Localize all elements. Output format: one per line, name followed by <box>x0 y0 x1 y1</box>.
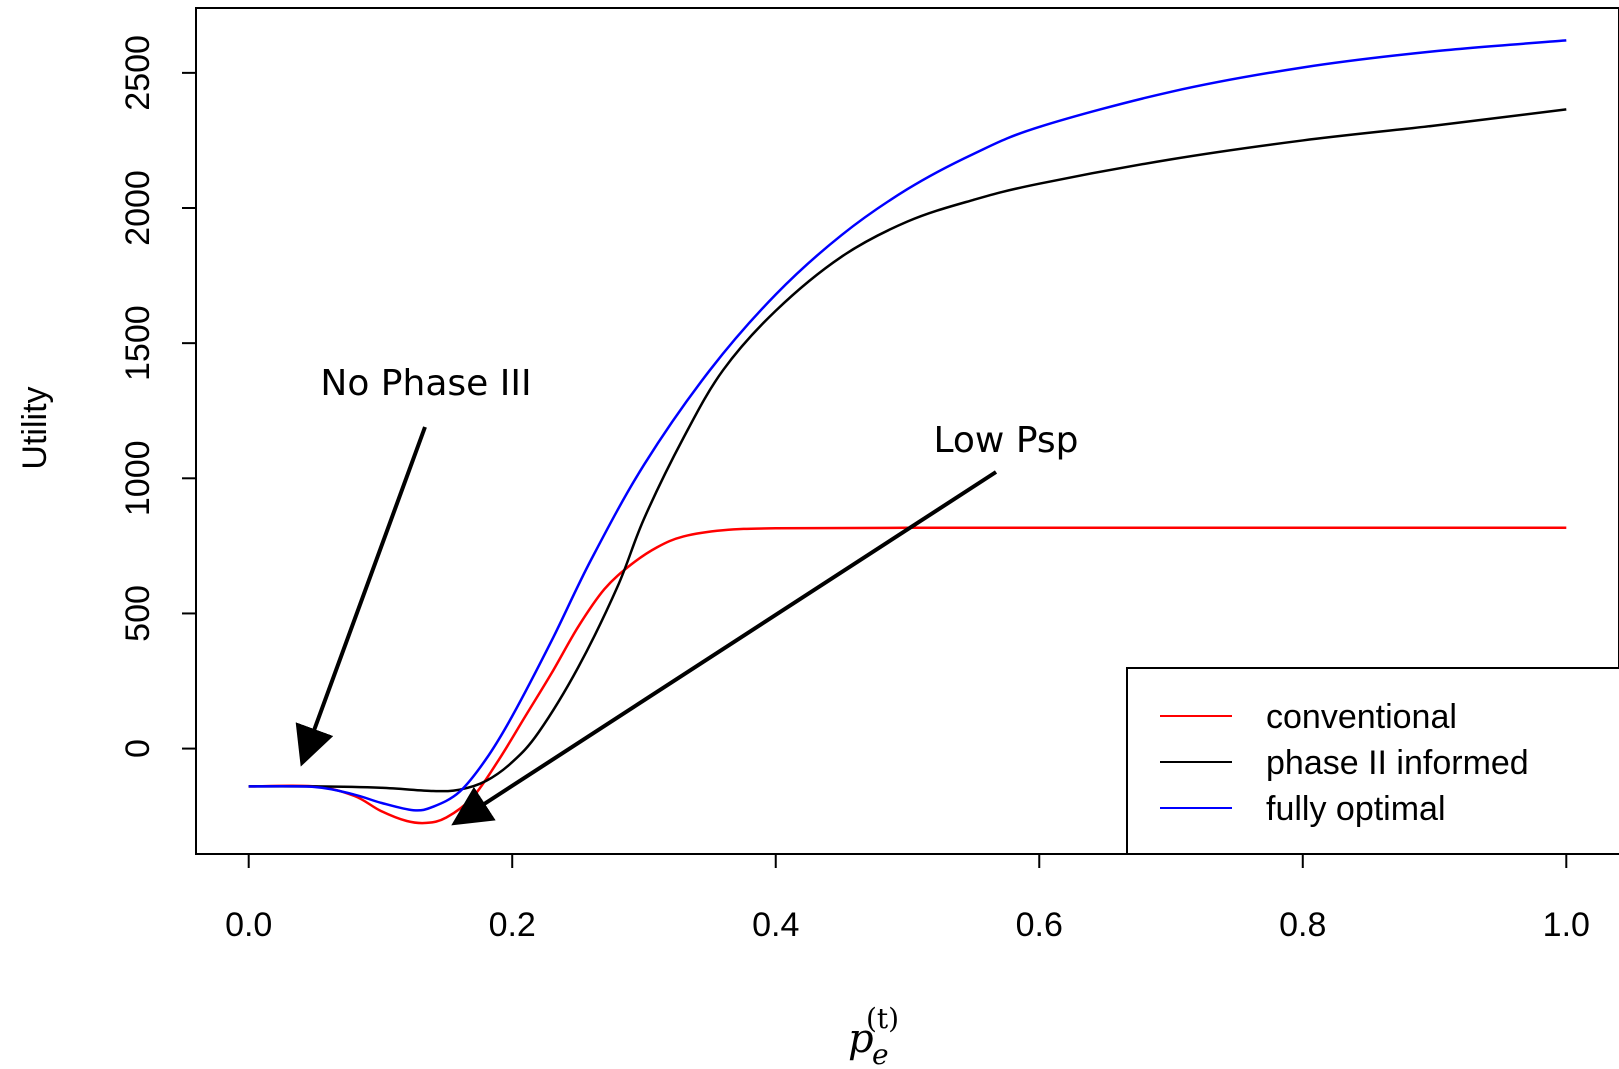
annotation-low-psp-label: Low Psp <box>933 420 1078 461</box>
y-tick-label: 1500 <box>119 305 157 381</box>
x-tick-label: 0.8 <box>1279 906 1326 944</box>
x-tick-label: 0.4 <box>752 906 799 944</box>
y-tick-label: 1000 <box>119 440 157 516</box>
x-axis-title-base: p <box>848 1016 874 1062</box>
x-tick-label: 1.0 <box>1543 906 1590 944</box>
annotation-low-psp-arrow <box>451 470 998 826</box>
annotation-no-phase-iii: No Phase III <box>295 363 532 767</box>
x-tick-label: 0.6 <box>1016 906 1063 944</box>
annotation-no-phase-iii-arrow <box>295 426 427 767</box>
series-line-fully-optimal <box>248 39 1567 812</box>
y-tick-label: 2500 <box>119 35 157 111</box>
y-tick-label: 2000 <box>119 170 157 246</box>
x-axis-title-superscript: (t) <box>866 1002 899 1035</box>
series-line-conventional <box>248 526 1567 825</box>
y-tick-label: 500 <box>119 585 157 642</box>
annotation-low-psp: Low Psp <box>451 420 1079 826</box>
x-tick-label: 0.0 <box>225 906 272 944</box>
legend-label-fully-optimal: fully optimal <box>1266 790 1446 828</box>
legend: conventional phase II informed fully opt… <box>1126 667 1619 855</box>
y-axis-title: Utility <box>16 386 54 469</box>
legend-label-conventional: conventional <box>1266 698 1457 736</box>
x-axis-title-subscript: e <box>872 1038 889 1069</box>
y-tick-label: 0 <box>119 739 157 758</box>
y-axis: 0 500 1000 1500 2000 2500 <box>119 35 197 758</box>
x-axis-title: p e (t) <box>848 1002 899 1069</box>
x-axis: 0.0 0.2 0.4 0.6 0.8 1.0 <box>225 853 1590 944</box>
annotation-no-phase-iii-label: No Phase III <box>320 363 531 404</box>
x-tick-label: 0.2 <box>489 906 536 944</box>
legend-label-phase-ii-informed: phase II informed <box>1266 744 1529 782</box>
